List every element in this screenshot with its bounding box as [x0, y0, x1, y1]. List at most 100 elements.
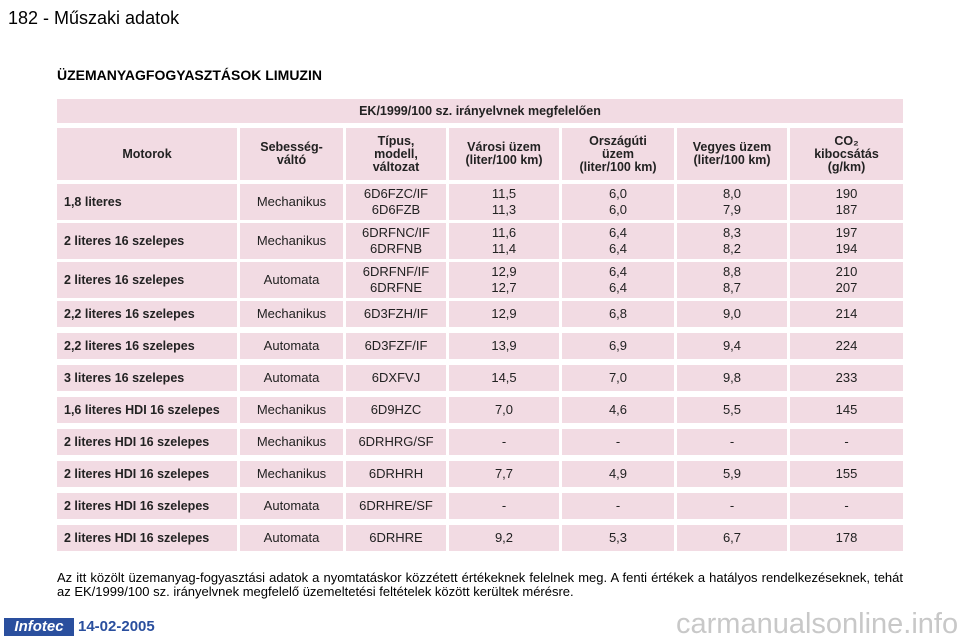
table-cell: Automata: [240, 365, 343, 391]
cell-line: 8,2: [722, 241, 742, 256]
cell-line: 6,7: [722, 530, 742, 545]
cell-line: 6D9HZC: [370, 402, 422, 417]
cell-line: 214: [835, 306, 858, 321]
cell-line: Mechanikus: [256, 402, 327, 417]
cell-line: Típus,: [377, 133, 415, 148]
table-cell: 233: [790, 365, 903, 391]
date: 14-02-2005: [78, 618, 155, 635]
table-cell: 214: [790, 301, 903, 327]
cell-line: 2 literes HDI 16 szelepes: [64, 499, 210, 513]
column-header: Típus, modell, változat: [346, 128, 446, 180]
page-header: 182 - Műszaki adatok: [8, 8, 180, 28]
cell-line: 9,0: [722, 306, 742, 321]
table-cell: 6DRFNF/IF 6DRFNE: [346, 262, 446, 298]
row-header: 1,6 literes HDI 16 szelepes: [57, 397, 237, 423]
table-cell: 6DRHRH: [346, 461, 446, 487]
table-cell: 210 207: [790, 262, 903, 298]
cell-line: 9,8: [722, 370, 742, 385]
row-header: 1,8 literes: [57, 184, 237, 220]
cell-line: 233: [835, 370, 858, 385]
cell-line: Automata: [263, 530, 320, 545]
table-cell: -: [562, 429, 674, 455]
table-cell: -: [562, 493, 674, 519]
cell-line: Országúti: [589, 133, 647, 148]
table-cell: 155: [790, 461, 903, 487]
cell-line: 6,0: [608, 186, 628, 201]
table-cell: 7,0: [449, 397, 559, 423]
column-header: Országúti üzem (liter/100 km): [562, 128, 674, 180]
cell-line: 6DRFNC/IF: [362, 225, 430, 240]
table-cell: Mechanikus: [240, 461, 343, 487]
cell-line: 6,9: [608, 338, 628, 353]
table-cell: Mechanikus: [240, 223, 343, 259]
cell-line: 4,6: [608, 402, 628, 417]
cell-line: 8,3: [722, 225, 742, 240]
cell-line: 5,5: [722, 402, 742, 417]
table-cell: 5,9: [677, 461, 787, 487]
cell-line: 6,0: [608, 202, 628, 217]
watermark: carmanualsonline.info: [676, 608, 959, 640]
cell-line: 7,7: [494, 466, 514, 481]
table-cell: -: [449, 429, 559, 455]
cell-line: 178: [835, 530, 858, 545]
table-cell: Automata: [240, 333, 343, 359]
logo: Infotec: [4, 618, 74, 636]
cell-line: Automata: [263, 272, 320, 287]
cell-line: 9,4: [722, 338, 742, 353]
row-header: 2 literes 16 szelepes: [57, 223, 237, 259]
table-cell: 8,3 8,2: [677, 223, 787, 259]
cell-line: 7,0: [608, 370, 628, 385]
cell-line: 145: [835, 402, 858, 417]
table-cell: 5,5: [677, 397, 787, 423]
cell-line: Automata: [263, 498, 320, 513]
cell-line: Automata: [263, 338, 320, 353]
cell-line: 3 literes 16 szelepes: [64, 371, 185, 385]
cell-line: 6DRHRE/SF: [359, 498, 433, 513]
table-cell: Automata: [240, 262, 343, 298]
cell-line: 6D6FZB: [371, 202, 421, 217]
cell-line: -: [615, 498, 621, 513]
row-header: 2 literes 16 szelepes: [57, 262, 237, 298]
table-cell: 6,0 6,0: [562, 184, 674, 220]
cell-line: 2 literes 16 szelepes: [64, 273, 185, 287]
cell-line: Mechanikus: [256, 466, 327, 481]
cell-line: Motorok: [122, 146, 172, 161]
table-cell: 4,9: [562, 461, 674, 487]
cell-line: (liter/100 km): [693, 153, 771, 167]
cell-line: (liter/100 km): [579, 159, 657, 174]
row-header: 2,2 literes 16 szelepes: [57, 301, 237, 327]
table-cell: 11,6 11,4: [449, 223, 559, 259]
cell-line: 2 literes HDI 16 szelepes: [64, 467, 210, 481]
cell-line: 224: [835, 338, 858, 353]
cell-line: 6DRFNF/IF: [362, 264, 430, 279]
cell-line: változat: [372, 159, 420, 174]
table-cell: 7,0: [562, 365, 674, 391]
row-header: 2 literes HDI 16 szelepes: [57, 461, 237, 487]
table-cell: 6DRHRE: [346, 525, 446, 551]
table-cell: Automata: [240, 493, 343, 519]
table-cell: 145: [790, 397, 903, 423]
cell-line: 6,4: [608, 241, 628, 256]
cell-line: kibocsátás: [814, 146, 879, 161]
cell-line: 6DRFNB: [369, 241, 422, 256]
row-header: 2 literes HDI 16 szelepes: [57, 493, 237, 519]
column-header: Motorok: [57, 128, 237, 180]
table-cell: 6DRFNC/IF 6DRFNB: [346, 223, 446, 259]
section-title: ÜZEMANYAGFOGYASZTÁSOK LIMUZIN: [57, 67, 322, 83]
table-cell: 190 187: [790, 184, 903, 220]
table-cell: 6D3FZF/IF: [346, 333, 446, 359]
table-cell: 9,8: [677, 365, 787, 391]
table-cell: 9,2: [449, 525, 559, 551]
cell-line: 6DXFVJ: [371, 370, 421, 385]
cell-line: 8,7: [722, 280, 742, 295]
table-cell: -: [677, 493, 787, 519]
column-header: Sebesség-váltó: [240, 128, 343, 180]
table-cell: 6,9: [562, 333, 674, 359]
table-cell: -: [449, 493, 559, 519]
cell-line: 12,7: [491, 280, 517, 295]
cell-line: 4,9: [608, 466, 628, 481]
cell-line: 5,3: [608, 530, 628, 545]
cell-line: -: [729, 434, 735, 449]
table-cell: 6,8: [562, 301, 674, 327]
cell-line: (g/km): [827, 159, 866, 174]
